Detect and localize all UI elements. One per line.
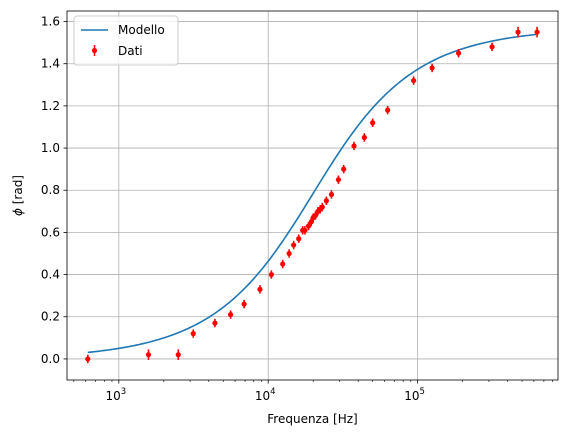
data-point: [291, 240, 297, 250]
data-point: [85, 354, 91, 364]
data-marker: [227, 312, 234, 318]
data-marker: [335, 177, 342, 183]
data-point: [319, 202, 325, 212]
data-marker: [280, 261, 286, 267]
data-point: [280, 259, 286, 269]
data-point: [241, 299, 247, 309]
data-marker: [257, 286, 263, 292]
x-tick-label: 103: [105, 387, 126, 403]
data-marker: [145, 352, 152, 358]
model-line: [87, 33, 537, 354]
y-tick-label: 0.2: [41, 310, 60, 324]
y-tick-label: 0.6: [41, 225, 60, 239]
data-marker: [370, 120, 376, 126]
data-marker: [341, 166, 347, 172]
legend-label-modello: Modello: [118, 23, 165, 37]
legend: Modello Dati: [73, 15, 179, 66]
data-marker: [286, 250, 292, 257]
data-marker: [361, 134, 367, 141]
data-marker: [312, 212, 319, 219]
data-point: [268, 270, 274, 279]
data-point: [351, 141, 357, 151]
data-point: [212, 318, 218, 328]
model-series: [87, 33, 537, 354]
data-marker: [455, 50, 462, 56]
data-point: [296, 234, 302, 243]
data-point: [145, 349, 152, 360]
data-marker: [429, 65, 435, 71]
data-marker: [305, 223, 312, 229]
data-marker: [411, 77, 417, 84]
y-tick-label: 1.6: [41, 15, 60, 29]
data-marker: [241, 301, 247, 307]
grid: [67, 11, 558, 380]
data-marker: [385, 107, 391, 113]
data-marker: [489, 44, 495, 50]
data-point: [190, 329, 196, 338]
y-axis-label-symbol: ϕ: [11, 208, 25, 216]
data-marker: [534, 29, 540, 35]
data-marker: [328, 191, 335, 198]
data-point: [323, 196, 329, 205]
x-tick-label: 105: [404, 387, 425, 403]
data-point: [455, 48, 462, 58]
y-tick-label: 0.8: [41, 183, 60, 197]
data-marker: [323, 198, 329, 204]
data-point: [385, 105, 391, 115]
data-point: [286, 249, 292, 258]
data-point: [361, 133, 367, 142]
y-tick-label: 0.0: [41, 352, 60, 366]
data-point: [370, 118, 376, 127]
y-axis-label: ϕ [rad]: [11, 175, 25, 216]
data-marker: [302, 227, 308, 233]
data-marker: [319, 204, 325, 210]
data-point: [175, 349, 181, 360]
data-marker: [291, 242, 297, 248]
data-point: [302, 226, 308, 235]
axes-frame: [66, 10, 559, 381]
data-marker: [268, 271, 274, 278]
data-point: [341, 164, 347, 174]
data-point: [515, 26, 521, 38]
data-point: [328, 190, 335, 199]
data-marker: [190, 331, 196, 337]
data-point: [257, 285, 263, 294]
legend-label-dati: Dati: [118, 44, 143, 58]
data-point: [429, 63, 435, 73]
x-axis-label: Frequenza [Hz]: [267, 412, 357, 426]
x-tick-label: 104: [255, 387, 276, 403]
y-axis-label-unit: [rad]: [11, 175, 25, 208]
y-tick-label: 1.4: [41, 57, 60, 71]
data-marker: [175, 352, 181, 358]
data-point: [227, 310, 234, 319]
data-point: [489, 42, 495, 52]
y-tick-label: 0.4: [41, 268, 60, 282]
data-point: [335, 175, 342, 184]
data-point: [312, 211, 319, 220]
data-point: [534, 26, 540, 38]
y-tick-label: 1.2: [41, 99, 60, 113]
axis-ticks: 0.0 0.2 0.4 0.6 0.8 1.0 1.2 1.4 1.6 103 104 105: [41, 15, 553, 403]
data-marker: [296, 236, 302, 242]
legend-dot-marker: [91, 47, 98, 54]
data-marker: [85, 356, 91, 362]
data-point: [411, 76, 417, 85]
legend-box: [73, 15, 179, 66]
data-marker: [351, 143, 357, 149]
data-marker: [515, 29, 521, 35]
y-tick-label: 1.0: [41, 141, 60, 155]
data-point: [305, 221, 312, 231]
data-series: [85, 26, 540, 364]
data-marker: [212, 320, 218, 326]
